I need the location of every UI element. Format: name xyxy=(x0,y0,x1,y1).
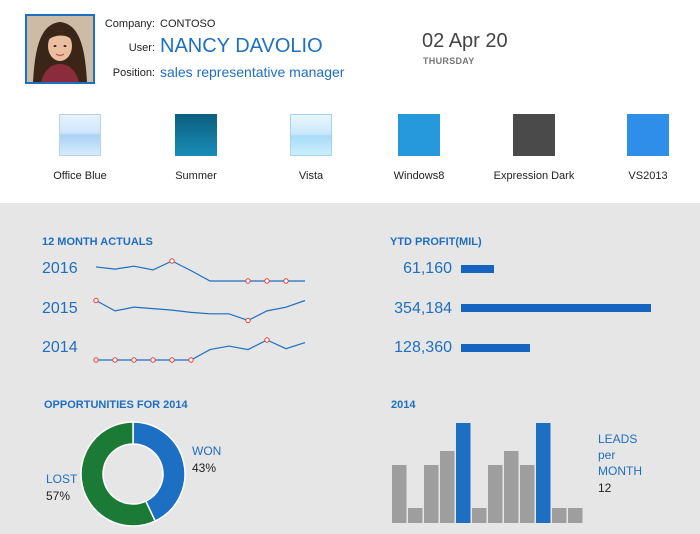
actuals-sparklines xyxy=(93,258,306,363)
opportunities-donut xyxy=(80,421,186,527)
leads-bar xyxy=(456,423,471,523)
sparkline-marker xyxy=(150,357,156,363)
leads-bar xyxy=(552,508,567,523)
leads-bar-chart xyxy=(392,423,583,523)
leads-bar xyxy=(472,508,487,523)
company-label: Company: xyxy=(104,18,155,30)
leads-value: 12 xyxy=(598,481,612,495)
position-label: Position: xyxy=(112,67,155,79)
profile-header: Company: CONTOSO User: NANCY DAVOLIO Pos… xyxy=(0,0,700,203)
leads-label-line3: MONTH xyxy=(598,464,642,478)
theme-windows8[interactable]: Windows8 xyxy=(374,114,464,182)
sparkline-marker xyxy=(245,317,251,324)
lost-percent: 57% xyxy=(46,489,71,503)
leads-bar xyxy=(440,451,455,523)
sparkline-2014 xyxy=(96,339,306,361)
sparkline-marker xyxy=(169,258,175,264)
dashboard-panel: 12 MONTH ACTUALS 2016 2015 2014 YTD PROF… xyxy=(0,203,700,534)
profit-value-2015: 354,184 xyxy=(394,300,452,317)
theme-swatch[interactable] xyxy=(513,114,555,156)
actuals-year-2014: 2014 xyxy=(42,339,78,356)
profit-bar-2014 xyxy=(461,344,530,352)
lost-label: LOST xyxy=(46,472,78,486)
leads-bar xyxy=(408,508,423,523)
theme-vs2013[interactable]: VS2013 xyxy=(603,114,693,182)
sparkline-marker xyxy=(245,278,251,284)
current-weekday: THURSDAY xyxy=(423,56,475,66)
theme-office-blue[interactable]: Office Blue xyxy=(35,114,125,182)
opportunities-title: OPPORTUNITIES FOR 2014 xyxy=(44,399,188,411)
donut-slice-won xyxy=(132,421,186,523)
leads-bar xyxy=(488,465,503,523)
sparkline-marker xyxy=(93,357,99,363)
theme-swatch[interactable] xyxy=(175,114,217,156)
profit-value-2014: 128,360 xyxy=(394,339,452,356)
profit-value-2016: 61,160 xyxy=(403,260,452,277)
user-name: NANCY DAVOLIO xyxy=(160,35,323,57)
current-date: 02 Apr 20 xyxy=(422,30,508,52)
user-label: User: xyxy=(128,42,155,54)
sparkline-marker xyxy=(112,357,118,363)
profit-bar-2016 xyxy=(461,265,494,273)
theme-swatch[interactable] xyxy=(59,114,101,156)
theme-swatch[interactable] xyxy=(290,114,332,156)
leads-bar xyxy=(392,465,407,523)
leads-bar xyxy=(424,465,439,523)
position-value: sales representative manager xyxy=(160,64,345,80)
sparkline-marker xyxy=(131,357,137,363)
sparkline-2016 xyxy=(95,260,305,282)
theme-summer[interactable]: Summer xyxy=(151,114,241,182)
company-value: CONTOSO xyxy=(160,18,216,30)
theme-swatch[interactable] xyxy=(627,114,669,156)
theme-label[interactable]: Expression Dark xyxy=(493,170,575,182)
leads-label-line1: LEADS xyxy=(598,432,638,446)
won-percent: 43% xyxy=(192,461,217,475)
sparkline-marker xyxy=(188,357,194,363)
leads-label-line2: per xyxy=(598,448,616,462)
actuals-year-2015: 2015 xyxy=(42,300,78,317)
sparkline-marker xyxy=(169,357,175,363)
leads-title: 2014 xyxy=(391,399,416,411)
sparkline-marker xyxy=(93,297,99,304)
leads-bar xyxy=(536,423,551,523)
theme-label[interactable]: VS2013 xyxy=(628,170,668,182)
user-avatar xyxy=(25,14,95,84)
profit-bar-2015 xyxy=(461,304,651,312)
donut-slice-lost xyxy=(80,421,157,527)
theme-expression-dark[interactable]: Expression Dark xyxy=(489,114,579,182)
profit-title: YTD PROFIT(MIL) xyxy=(390,236,482,248)
sparkline-marker xyxy=(264,278,270,284)
leads-bar xyxy=(504,451,519,523)
leads-bar xyxy=(568,508,583,523)
sparkline-2015 xyxy=(95,299,306,322)
actuals-year-2016: 2016 xyxy=(42,260,78,277)
sparkline-marker xyxy=(264,337,270,343)
won-label: WON xyxy=(192,444,222,458)
theme-label[interactable]: Windows8 xyxy=(393,170,445,182)
theme-label[interactable]: Vista xyxy=(298,170,324,182)
actuals-title: 12 MONTH ACTUALS xyxy=(42,236,153,248)
theme-vista[interactable]: Vista xyxy=(266,114,356,182)
sparkline-marker xyxy=(283,278,289,284)
leads-bar xyxy=(520,465,535,523)
theme-label[interactable]: Office Blue xyxy=(53,170,107,182)
theme-label[interactable]: Summer xyxy=(175,170,217,182)
theme-swatch[interactable] xyxy=(398,114,440,156)
